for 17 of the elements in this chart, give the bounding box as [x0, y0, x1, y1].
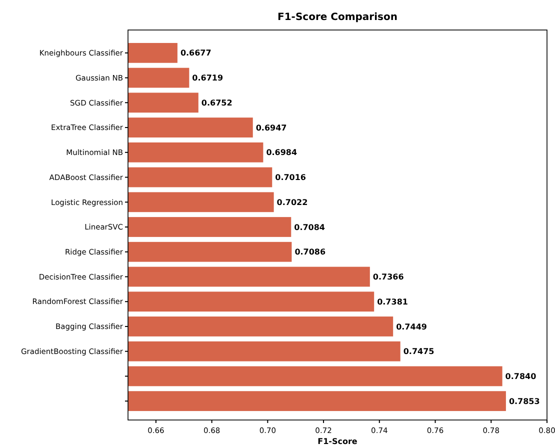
- x-axis-title: F1-Score: [318, 437, 358, 445]
- data-label: 0.6752: [201, 98, 232, 108]
- data-label: 0.6719: [192, 74, 224, 83]
- data-label: 0.6677: [180, 48, 212, 58]
- data-label: 0.6984: [266, 148, 298, 158]
- chart-title: F1-Score Comparison: [278, 12, 398, 23]
- data-label: 0.7022: [276, 198, 308, 207]
- data-label: 0.7366: [372, 272, 404, 282]
- data-label: 0.7086: [294, 248, 326, 257]
- data-label: 0.7449: [396, 322, 428, 332]
- data-label: 0.7475: [403, 347, 435, 356]
- data-label: 0.7381: [377, 297, 408, 306]
- data-label: 0.7016: [275, 173, 306, 182]
- data-label: 0.7853: [508, 396, 540, 406]
- data-label: 0.6947: [256, 123, 287, 132]
- data-label: 0.7084: [294, 222, 326, 232]
- data-label: 0.7840: [505, 372, 537, 382]
